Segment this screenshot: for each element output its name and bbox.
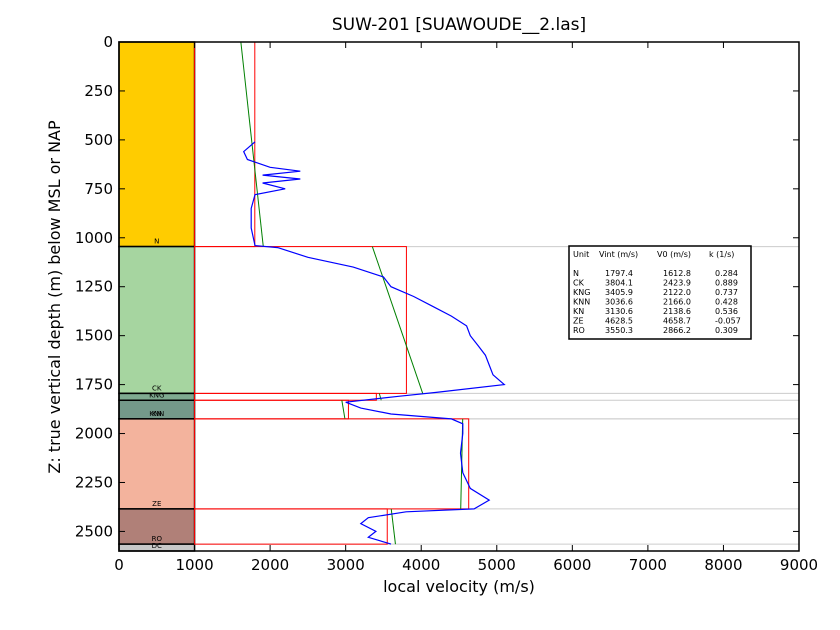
vint-ck bbox=[194, 246, 407, 394]
table-cell: 3036.6 bbox=[605, 298, 633, 307]
table-cell: 3550.3 bbox=[605, 326, 633, 335]
table-cell: 0.889 bbox=[715, 279, 738, 288]
x-tick-label: 2000 bbox=[251, 556, 289, 574]
strat-label-ze: ZE bbox=[152, 500, 161, 508]
table-cell: 1612.8 bbox=[663, 269, 691, 278]
table-cell: 3405.9 bbox=[605, 288, 633, 297]
y-tick-label: 250 bbox=[84, 82, 113, 100]
v0k-knn bbox=[341, 400, 346, 419]
axes: 0 1000 2000 3000 4000 5000 6000 7000 8000 9000025… bbox=[75, 33, 818, 574]
table-cell: N bbox=[573, 269, 579, 278]
table-cell: 0.428 bbox=[715, 298, 738, 307]
table-cell: 4628.5 bbox=[605, 317, 633, 326]
table-cell: ZE bbox=[573, 317, 584, 326]
x-tick-label: 4000 bbox=[402, 556, 440, 574]
v0k-ck bbox=[371, 246, 424, 394]
table-cell: 1797.4 bbox=[605, 269, 633, 278]
table-header-cell: V0 (m/s) bbox=[657, 250, 691, 259]
x-axis-label: local velocity (m/s) bbox=[383, 577, 535, 596]
chart-title: SUW-201 [SUAWOUDE__2.las] bbox=[332, 15, 586, 35]
table-header-cell: Unit bbox=[573, 250, 589, 259]
velocity-series bbox=[194, 41, 506, 545]
y-tick-label: 1250 bbox=[75, 278, 113, 296]
vint-kng bbox=[194, 392, 377, 401]
y-tick-label: 2250 bbox=[75, 473, 113, 491]
strat-label-kn: KN bbox=[152, 410, 162, 418]
y-tick-label: 500 bbox=[84, 131, 113, 149]
x-tick-label: 0 bbox=[114, 556, 124, 574]
table-cell: 3130.6 bbox=[605, 307, 633, 316]
y-tick-label: 1500 bbox=[75, 327, 113, 345]
table-cell: -0.057 bbox=[715, 317, 741, 326]
y-tick-label: 2000 bbox=[75, 425, 113, 443]
table-cell: 2423.9 bbox=[663, 279, 691, 288]
strat-label-n: N bbox=[154, 238, 159, 246]
y-tick-label: 1750 bbox=[75, 376, 113, 394]
x-tick-label: 8000 bbox=[704, 556, 742, 574]
table-cell: KN bbox=[573, 307, 584, 316]
strat-label-ro: RO bbox=[152, 535, 163, 543]
plot-frame bbox=[118, 41, 800, 552]
strat-unit-ck bbox=[118, 245, 196, 395]
table-cell: KNN bbox=[573, 298, 590, 307]
velocity-table-box bbox=[568, 245, 752, 340]
table-header-cell: Vint (m/s) bbox=[599, 250, 638, 259]
strat-unit-n bbox=[118, 41, 196, 248]
strat-unit-ze bbox=[118, 418, 196, 510]
x-tick-label: 6000 bbox=[553, 556, 591, 574]
strat-label-ck: CK bbox=[152, 384, 162, 392]
x-tick-label: 9000 bbox=[780, 556, 818, 574]
table-cell: 2166.0 bbox=[663, 298, 691, 307]
velocity-table: Unit Vint (m/s) V0 (m/s) k (1/s) N 1797.4 1612… bbox=[568, 245, 752, 340]
y-tick-label: 0 bbox=[103, 33, 113, 51]
vint-knn bbox=[194, 399, 349, 420]
table-cell: 0.737 bbox=[715, 288, 738, 297]
table-cell: 4658.7 bbox=[663, 317, 691, 326]
vint-n bbox=[194, 41, 256, 248]
table-cell: 2866.2 bbox=[663, 326, 691, 335]
strat-label-dc: DC bbox=[152, 542, 162, 550]
table-cell: 0.309 bbox=[715, 326, 738, 335]
x-tick-label: 3000 bbox=[327, 556, 365, 574]
table-cell: 2138.6 bbox=[663, 307, 691, 316]
vint-ro bbox=[194, 508, 388, 545]
x-tick-label: 5000 bbox=[478, 556, 516, 574]
table-cell: 0.284 bbox=[715, 269, 738, 278]
velocity-log bbox=[242, 141, 506, 545]
table-header-cell: k (1/s) bbox=[709, 250, 734, 259]
y-tick-label: 750 bbox=[84, 180, 113, 198]
y-tick-label: 1000 bbox=[75, 229, 113, 247]
strat-label-knn: KNN bbox=[149, 410, 164, 418]
table-cell: KNG bbox=[573, 288, 590, 297]
strat-label-kng: KNG bbox=[149, 391, 164, 399]
v0k-ro bbox=[390, 508, 396, 545]
table-cell: 2122.0 bbox=[663, 288, 691, 297]
x-tick-label: 7000 bbox=[629, 556, 667, 574]
y-axis-label: Z: true vertical depth (m) below MSL or … bbox=[45, 120, 64, 474]
table-cell: 0.536 bbox=[715, 307, 738, 316]
table-cell: CK bbox=[573, 279, 585, 288]
vint-ze bbox=[194, 418, 470, 510]
y-tick-label: 2500 bbox=[75, 522, 113, 540]
v0k-kng bbox=[378, 393, 382, 401]
table-cell: RO bbox=[573, 326, 585, 335]
x-tick-label: 1000 bbox=[175, 556, 213, 574]
table-cell: 3804.1 bbox=[605, 279, 633, 288]
